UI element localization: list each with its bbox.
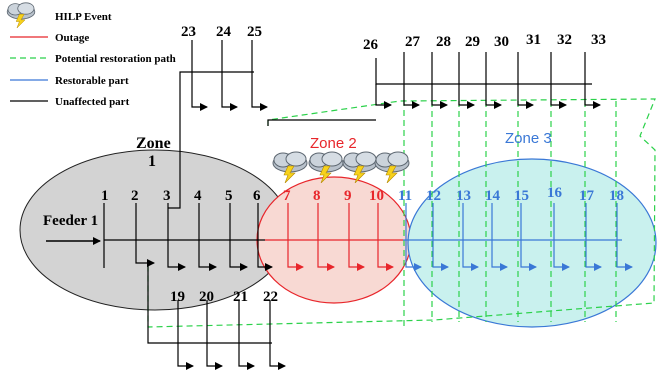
legend-outage: Outage (55, 32, 89, 44)
zone-2-branches (287, 203, 394, 271)
legend-restoration-path: Potential restoration path (55, 53, 176, 65)
restoration-path (147, 98, 656, 328)
bottom-node-labels: 19 20 21 22 (170, 289, 278, 305)
zone-3-label: Zone 3 (505, 130, 552, 147)
node-label: 13 (456, 188, 471, 204)
node-label: 28 (436, 34, 451, 50)
zone-1-label-line-1: Zone (136, 135, 171, 152)
node-label: 7 (283, 188, 291, 204)
node-label: 33 (591, 32, 606, 48)
legend-hilp-event: HILP Event (55, 11, 112, 23)
node-label: 12 (426, 188, 441, 204)
node-label: 4 (194, 188, 202, 204)
feeder-label: Feeder 1 (43, 213, 98, 229)
node-label: 23 (181, 24, 196, 40)
node-label: 9 (344, 188, 352, 204)
node-label: 18 (609, 188, 624, 204)
zone-3-branches (405, 203, 633, 271)
node-label: 31 (526, 32, 541, 48)
node-label: 19 (170, 289, 185, 305)
node-label: 24 (216, 24, 232, 40)
legend-unaffected-part: Unaffected part (55, 96, 130, 108)
top-right-node-labels: 26 27 28 29 30 31 32 33 (363, 32, 606, 53)
zone-1-label: Zone 1 (136, 135, 175, 170)
node-label: 11 (398, 188, 412, 204)
storm-cloud-icon (374, 151, 410, 183)
node-label: 17 (579, 188, 595, 204)
node-label: 26 (363, 37, 379, 53)
lateral-23-25 (168, 40, 268, 209)
hilp-event-icon (6, 2, 36, 28)
node-label: 15 (514, 188, 529, 204)
node-label: 22 (263, 289, 278, 305)
node-label: 1 (101, 188, 109, 204)
node-label: 25 (247, 24, 262, 40)
legend-restorable-part: Restorable part (55, 75, 129, 87)
node-label: 6 (253, 188, 261, 204)
node-label: 8 (313, 188, 321, 204)
node-label: 2 (131, 188, 139, 204)
node-label: 29 (465, 34, 480, 50)
node-label: 16 (547, 185, 563, 201)
node-label: 27 (405, 34, 421, 50)
node-label: 14 (485, 188, 501, 204)
zone-3-area (407, 158, 657, 328)
main-node-labels: 1 2 3 4 5 6 7 8 9 10 11 12 13 14 15 16 1… (101, 185, 624, 204)
lateral-19-22 (147, 262, 286, 370)
node-label: 20 (199, 289, 214, 305)
zone-1-label-line-2: 1 (148, 153, 156, 170)
top-left-node-labels: 23 24 25 (181, 24, 262, 40)
legend: HILP Event Outage Potential restoration … (6, 2, 176, 108)
node-label: 21 (233, 289, 248, 305)
node-label: 30 (494, 34, 509, 50)
node-label: 10 (369, 188, 384, 204)
node-label: 32 (557, 32, 572, 48)
zone-2-label: Zone 2 (310, 135, 357, 152)
node-label: 3 (163, 188, 171, 204)
zone-1-area (19, 149, 291, 311)
lateral-26-33 (267, 52, 601, 126)
node-label: 5 (225, 188, 233, 204)
storm-cloud-icon (272, 151, 308, 183)
